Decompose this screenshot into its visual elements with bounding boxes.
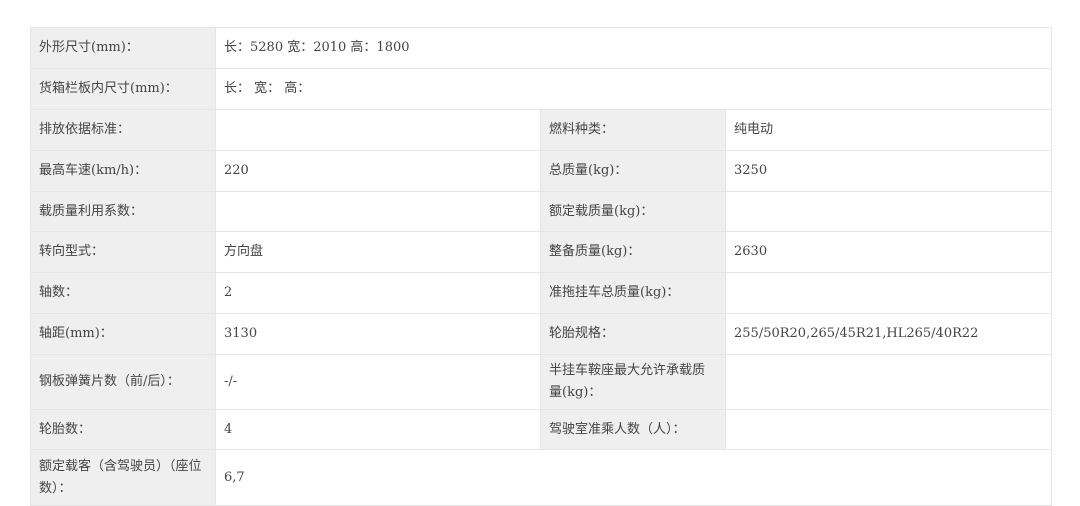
spec-row: 轮胎数： 4 驾驶室准乘人数（人）： (30, 409, 1053, 450)
spec-row: 最高车速(km/h)： 220 总质量(kg)： 3250 (30, 150, 1053, 192)
spec-label: 轴距(mm)： (30, 313, 216, 355)
spec-label: 驾驶室准乘人数（人）： (540, 409, 726, 450)
spec-value: 长：5280 宽：2010 高：1800 (214, 27, 1053, 69)
spec-value (215, 109, 541, 151)
spec-value (215, 191, 541, 232)
spec-value: 3130 (215, 313, 541, 355)
spec-label: 外形尺寸(mm)： (30, 27, 216, 69)
spec-value: 2630 (724, 231, 1053, 273)
spec-label: 载质量利用系数： (30, 191, 216, 232)
spec-value: 3250 (724, 150, 1053, 192)
spec-value: 220 (215, 150, 541, 192)
spec-label: 轮胎规格： (540, 313, 726, 355)
spec-value: 2 (215, 272, 541, 314)
spec-value: 长： 宽： 高： (214, 68, 1053, 110)
spec-row: 钢板弹簧片数（前/后）： -/- 半挂车鞍座最大允许承载质量(kg)： (30, 354, 1053, 410)
spec-row: 外形尺寸(mm)： 长：5280 宽：2010 高：1800 (30, 27, 1053, 69)
spec-value: 255/50R20,265/45R21,HL265/40R22 (724, 313, 1053, 355)
spec-row: 轴数： 2 准拖挂车总质量(kg)： (30, 272, 1053, 314)
spec-value: 4 (215, 409, 541, 450)
spec-label: 轮胎数： (30, 409, 216, 450)
spec-value: -/- (215, 354, 541, 410)
spec-row: 排放依据标准： 燃料种类： 纯电动 (30, 109, 1053, 151)
spec-label: 排放依据标准： (30, 109, 216, 151)
spec-label: 总质量(kg)： (540, 150, 726, 192)
spec-label: 整备质量(kg)： (540, 231, 726, 273)
spec-label: 额定载质量(kg)： (540, 191, 726, 232)
spec-label: 轴数： (30, 272, 216, 314)
spec-row: 额定载客（含驾驶员）（座位数）： 6,7 (30, 449, 1053, 506)
spec-value: 6,7 (214, 449, 1053, 506)
spec-value: 方向盘 (215, 231, 541, 273)
spec-row: 轴距(mm)： 3130 轮胎规格： 255/50R20,265/45R21,HL26… (30, 313, 1053, 355)
vehicle-spec-table: 外形尺寸(mm)： 长：5280 宽：2010 高：1800 货箱栏板内尺寸(mm)… (30, 27, 1053, 506)
spec-label: 最高车速(km/h)： (30, 150, 216, 192)
spec-row: 载质量利用系数： 额定载质量(kg)： (30, 191, 1053, 232)
spec-label: 货箱栏板内尺寸(mm)： (30, 68, 216, 110)
spec-value (724, 191, 1053, 232)
spec-label: 半挂车鞍座最大允许承载质量(kg)： (540, 354, 726, 410)
spec-label: 准拖挂车总质量(kg)： (540, 272, 726, 314)
spec-row: 货箱栏板内尺寸(mm)： 长： 宽： 高： (30, 68, 1053, 110)
spec-value (724, 409, 1053, 450)
spec-label: 额定载客（含驾驶员）（座位数）： (30, 449, 216, 506)
spec-value: 纯电动 (724, 109, 1053, 151)
spec-label: 钢板弹簧片数（前/后）： (30, 354, 216, 410)
spec-label: 转向型式： (30, 231, 216, 273)
spec-value (724, 354, 1053, 410)
spec-value (724, 272, 1053, 314)
spec-label: 燃料种类： (540, 109, 726, 151)
spec-row: 转向型式： 方向盘 整备质量(kg)： 2630 (30, 231, 1053, 273)
